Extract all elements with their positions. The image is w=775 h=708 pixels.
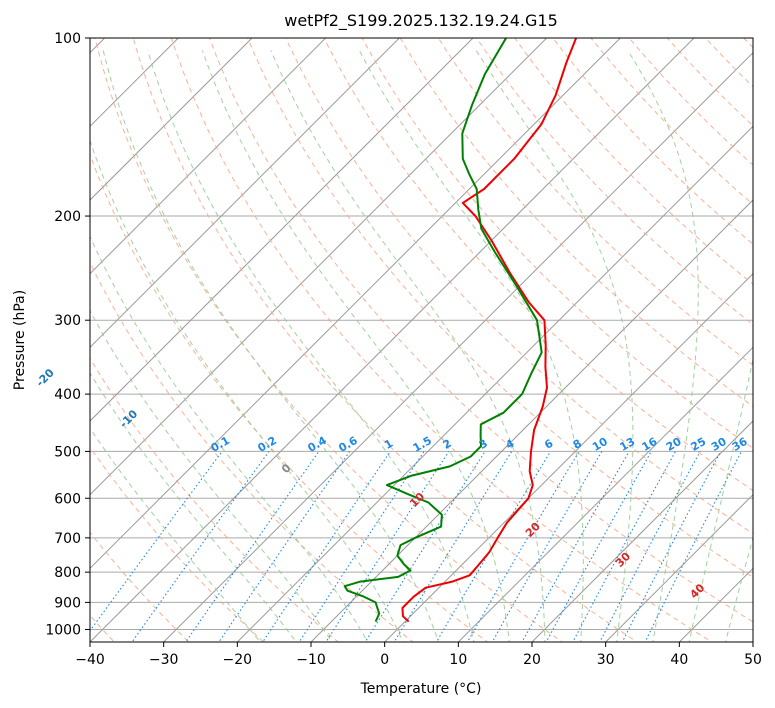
- x-tick-label: 30: [597, 652, 615, 668]
- moist-adiabat-line: [90, 372, 297, 642]
- y-tick-label: 200: [54, 209, 81, 225]
- mixing-ratio-line: [298, 451, 425, 642]
- dry-adiabat-line: [628, 38, 753, 166]
- isotherm-line: [457, 346, 753, 642]
- isotherm-line: [90, 38, 253, 201]
- dry-adiabat-line: [90, 357, 339, 642]
- mixing-ratio-line: [545, 451, 652, 642]
- dry-adiabat-line: [170, 38, 713, 642]
- plot-frame: [89, 37, 754, 643]
- sounding-traces: [343, 38, 578, 623]
- x-tick-label: −10: [296, 652, 326, 668]
- dry-adiabat-line: [208, 38, 753, 623]
- x-tick-label: −40: [75, 652, 105, 668]
- mixing-ratio-line: [393, 451, 513, 642]
- isotherm-line: [531, 420, 753, 642]
- mixing-ratio-line: [521, 451, 630, 642]
- y-tick-label: 300: [54, 313, 81, 329]
- dry-adiabat-line: [94, 38, 564, 642]
- dry-adiabat-line: [514, 38, 753, 285]
- mixing-ratio-line: [131, 451, 270, 642]
- y-axis-label: Pressure (hPa): [12, 290, 28, 390]
- isotherm-line: [90, 38, 474, 422]
- moist-adiabat-line: [90, 235, 369, 642]
- dry-adiabat-line: [399, 38, 753, 408]
- y-tick-label: 400: [54, 387, 81, 403]
- mixing-ratio-line: [218, 451, 351, 642]
- y-tick-label: 100: [54, 31, 81, 47]
- mixing-ratio-line: [466, 451, 580, 642]
- isotherm-line: [90, 38, 548, 496]
- dry-adiabat-line: [590, 38, 753, 206]
- x-tick-label: −20: [223, 652, 253, 668]
- isotherm-line: [90, 38, 622, 570]
- mixing-ratio-line: [435, 451, 552, 642]
- mixing-ratio-line: [572, 451, 676, 642]
- moist-adiabat-line: [475, 50, 634, 642]
- temperature-trace: [401, 38, 578, 623]
- dry-adiabat-line: [552, 38, 753, 245]
- axes: −40 −30 −20 −10 0 10 20 30 40 50 100 200 300 400 500 60…: [45, 31, 762, 668]
- isotherm-line: [90, 38, 401, 349]
- moist-adiabat-line: [358, 50, 584, 642]
- dry-adiabat-line: [90, 446, 265, 642]
- x-axis-label: Temperature (°C): [360, 681, 482, 697]
- chart-title: wetPf2_S199.2025.132.19.24.G15: [284, 11, 558, 31]
- x-tick-label: −30: [149, 652, 179, 668]
- dry-adiabat-line: [771, 27, 775, 654]
- dry-adiabat-line: [132, 38, 638, 642]
- moist-adiabat-line: [90, 139, 404, 642]
- isotherm-line: [90, 38, 327, 275]
- x-tick-label: 50: [744, 652, 762, 668]
- isotherm-line: [90, 38, 695, 642]
- y-tick-label: 1000: [45, 622, 81, 638]
- plot-area: [90, 38, 753, 642]
- mixing-ratio-line: [90, 451, 223, 632]
- moist-adiabat-line: [627, 50, 699, 642]
- background-lines: [90, 27, 775, 654]
- dry-adiabat-line: [323, 38, 753, 492]
- moist-adiabat-line: [147, 50, 475, 642]
- x-tick-label: 40: [670, 652, 688, 668]
- moist-adiabat-line: [201, 50, 510, 642]
- x-tick-label: 0: [380, 652, 389, 668]
- x-tick-label: 20: [523, 652, 541, 668]
- isotherm-line: [604, 493, 753, 642]
- dry-adiabat-line: [475, 38, 753, 326]
- isotherm-line: [383, 272, 753, 642]
- moist-adiabat-line: [90, 427, 261, 642]
- isotherm-line: [310, 199, 753, 642]
- dry-adiabat-line: [90, 261, 414, 642]
- y-tick-label: 900: [54, 595, 81, 611]
- dry-adiabat-line: [361, 38, 753, 449]
- dry-adiabat-label: -20: [34, 366, 57, 389]
- dry-adiabat-line: [437, 38, 753, 366]
- dry-adiabat-line: [247, 38, 753, 578]
- y-tick-label: 500: [54, 444, 81, 460]
- y-tick-label: 700: [54, 531, 81, 547]
- moist-adiabat-line: [102, 50, 440, 642]
- mixing-ratio-line: [262, 451, 391, 642]
- y-tick-label: 600: [54, 491, 81, 507]
- x-tick-label: 10: [449, 652, 467, 668]
- y-tick-label: 800: [54, 565, 81, 581]
- dry-adiabat-line: [285, 38, 753, 535]
- isotherm-line: [162, 51, 753, 642]
- dewpoint-trace: [343, 38, 543, 623]
